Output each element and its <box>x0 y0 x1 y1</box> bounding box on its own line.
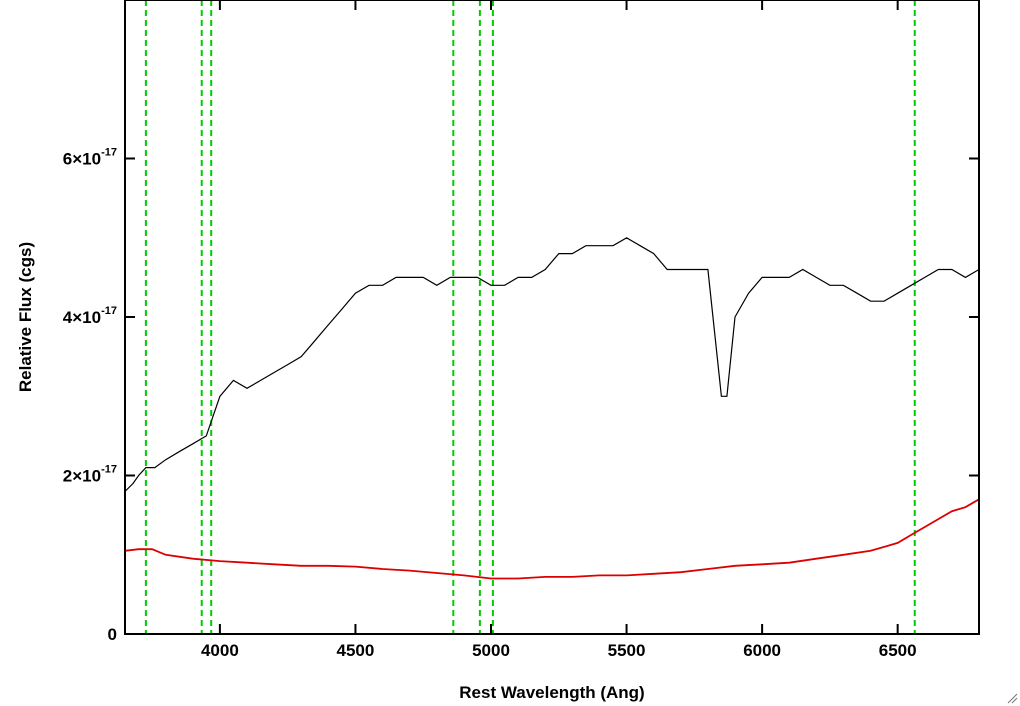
x-tick-label: 6000 <box>743 641 781 660</box>
y-axis-title: Relative Flux (cgs) <box>16 242 35 392</box>
x-tick-label: 4000 <box>201 641 239 660</box>
y-axis: 0 2×10-17 4×10-17 6×10-17 <box>63 147 979 644</box>
x-tick-label: 5500 <box>608 641 646 660</box>
plot-series <box>124 237 980 580</box>
x-tick-label: 5000 <box>472 641 510 660</box>
y-tick-label: 4×10-17 <box>63 305 117 327</box>
x-axis-title: Rest Wavelength (Ang) <box>459 683 644 702</box>
x-tick-label: 4500 <box>337 641 375 660</box>
emission-line-markers <box>144 0 916 634</box>
y-tick-label: 2×10-17 <box>63 464 117 486</box>
plot-frame <box>124 0 980 635</box>
y-tick-label: 0 <box>108 625 117 644</box>
error-line <box>124 498 980 580</box>
x-axis: 4000 4500 5000 5500 6000 6500 <box>201 0 917 660</box>
resize-grip-icon <box>1007 693 1018 704</box>
x-tick-label: 6500 <box>879 641 917 660</box>
spectrum-line <box>124 237 980 492</box>
y-tick-label: 6×10-17 <box>63 147 117 169</box>
